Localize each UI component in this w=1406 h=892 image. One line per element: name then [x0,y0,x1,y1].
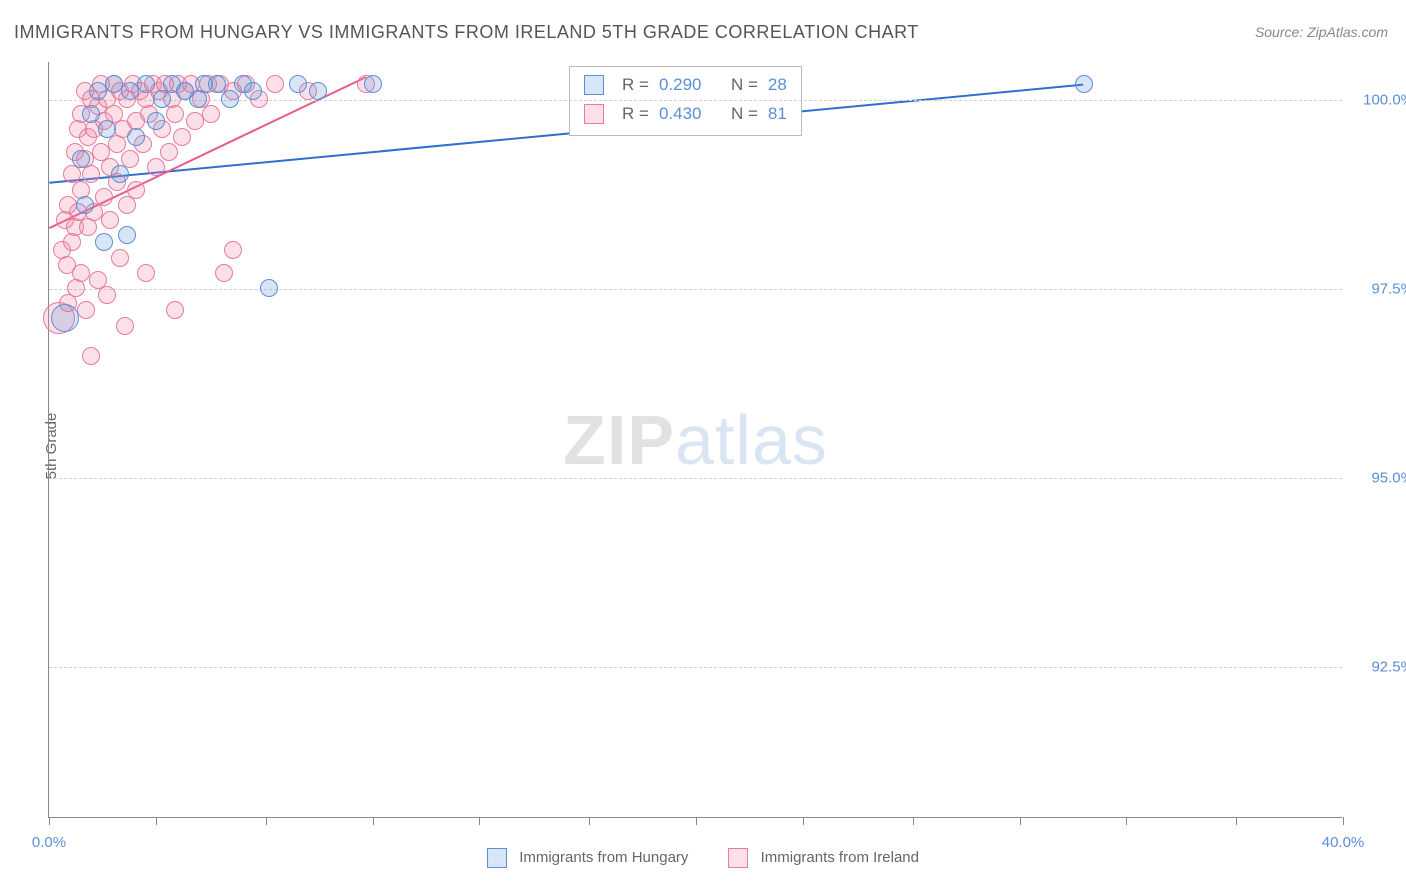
y-tick-label: 97.5% [1350,280,1406,297]
y-tick-label: 95.0% [1350,469,1406,486]
ireland-swatch-icon [728,848,748,868]
chart-title: IMMIGRANTS FROM HUNGARY VS IMMIGRANTS FR… [14,22,919,43]
stats-row-ireland: R = 0.430 N = 81 [584,100,787,129]
r-value-hungary: 0.290 [659,71,702,100]
watermark-part1: ZIP [563,401,675,479]
n-value-hungary: 28 [768,71,787,100]
x-tick-mark [913,817,914,825]
x-tick-label: 0.0% [32,834,66,851]
gridline [49,100,1342,101]
legend: Immigrants from Hungary Immigrants from … [487,848,919,868]
y-tick-label: 100.0% [1350,91,1406,108]
x-tick-mark [373,817,374,825]
scatter-point [147,112,165,130]
scatter-point [98,286,116,304]
scatter-point [221,90,239,108]
n-label: N = [731,71,758,100]
gridline [49,478,1342,479]
n-label: N = [731,100,758,129]
plot-area: ZIPatlas R = 0.290 N = 28 R = 0.430 N = … [48,62,1342,818]
scatter-point [82,347,100,365]
legend-label-hungary: Immigrants from Hungary [519,849,688,866]
scatter-point [118,226,136,244]
scatter-point [101,211,119,229]
legend-item-ireland: Immigrants from Ireland [728,848,919,868]
scatter-point [1075,75,1093,93]
source-label: Source: ZipAtlas.com [1255,24,1388,40]
scatter-point [147,158,165,176]
scatter-point [98,120,116,138]
scatter-point [95,188,113,206]
n-value-ireland: 81 [768,100,787,129]
watermark: ZIPatlas [563,400,828,480]
y-tick-label: 92.5% [1350,658,1406,675]
scatter-point [118,196,136,214]
x-tick-mark [1343,817,1344,825]
scatter-point [224,241,242,259]
watermark-part2: atlas [675,401,828,479]
scatter-point [260,279,278,297]
scatter-point [116,317,134,335]
r-value-ireland: 0.430 [659,100,702,129]
scatter-point [289,75,307,93]
scatter-point [82,165,100,183]
x-tick-mark [589,817,590,825]
scatter-point [63,233,81,251]
scatter-point [166,301,184,319]
scatter-point [127,181,145,199]
scatter-point [76,196,94,214]
scatter-point [127,128,145,146]
ireland-swatch-icon [584,104,604,124]
x-tick-mark [266,817,267,825]
scatter-point [166,105,184,123]
stats-row-hungary: R = 0.290 N = 28 [584,71,787,100]
scatter-point [160,143,178,161]
scatter-point [215,264,233,282]
scatter-point [364,75,382,93]
scatter-point [153,90,171,108]
legend-label-ireland: Immigrants from Ireland [761,849,919,866]
stats-box: R = 0.290 N = 28 R = 0.430 N = 81 [569,66,802,136]
x-tick-mark [156,817,157,825]
r-label: R = [622,71,649,100]
x-tick-mark [1020,817,1021,825]
x-tick-label: 40.0% [1322,834,1365,851]
x-tick-mark [49,817,50,825]
scatter-point [51,304,79,332]
scatter-point [137,75,155,93]
x-tick-mark [479,817,480,825]
x-tick-mark [1126,817,1127,825]
hungary-swatch-icon [584,75,604,95]
scatter-point [137,264,155,282]
scatter-point [244,82,262,100]
scatter-point [202,105,220,123]
x-tick-mark [696,817,697,825]
scatter-point [77,301,95,319]
r-label: R = [622,100,649,129]
gridline [49,289,1342,290]
chart-container: IMMIGRANTS FROM HUNGARY VS IMMIGRANTS FR… [0,0,1406,892]
scatter-point [82,105,100,123]
scatter-point [309,82,327,100]
scatter-point [266,75,284,93]
scatter-point [72,150,90,168]
trend-lines-layer [49,62,1342,817]
scatter-point [173,128,191,146]
scatter-point [208,75,226,93]
gridline [49,667,1342,668]
scatter-point [111,249,129,267]
x-tick-mark [1236,817,1237,825]
x-tick-mark [803,817,804,825]
scatter-point [111,165,129,183]
legend-item-hungary: Immigrants from Hungary [487,848,688,868]
scatter-point [95,233,113,251]
hungary-swatch-icon [487,848,507,868]
